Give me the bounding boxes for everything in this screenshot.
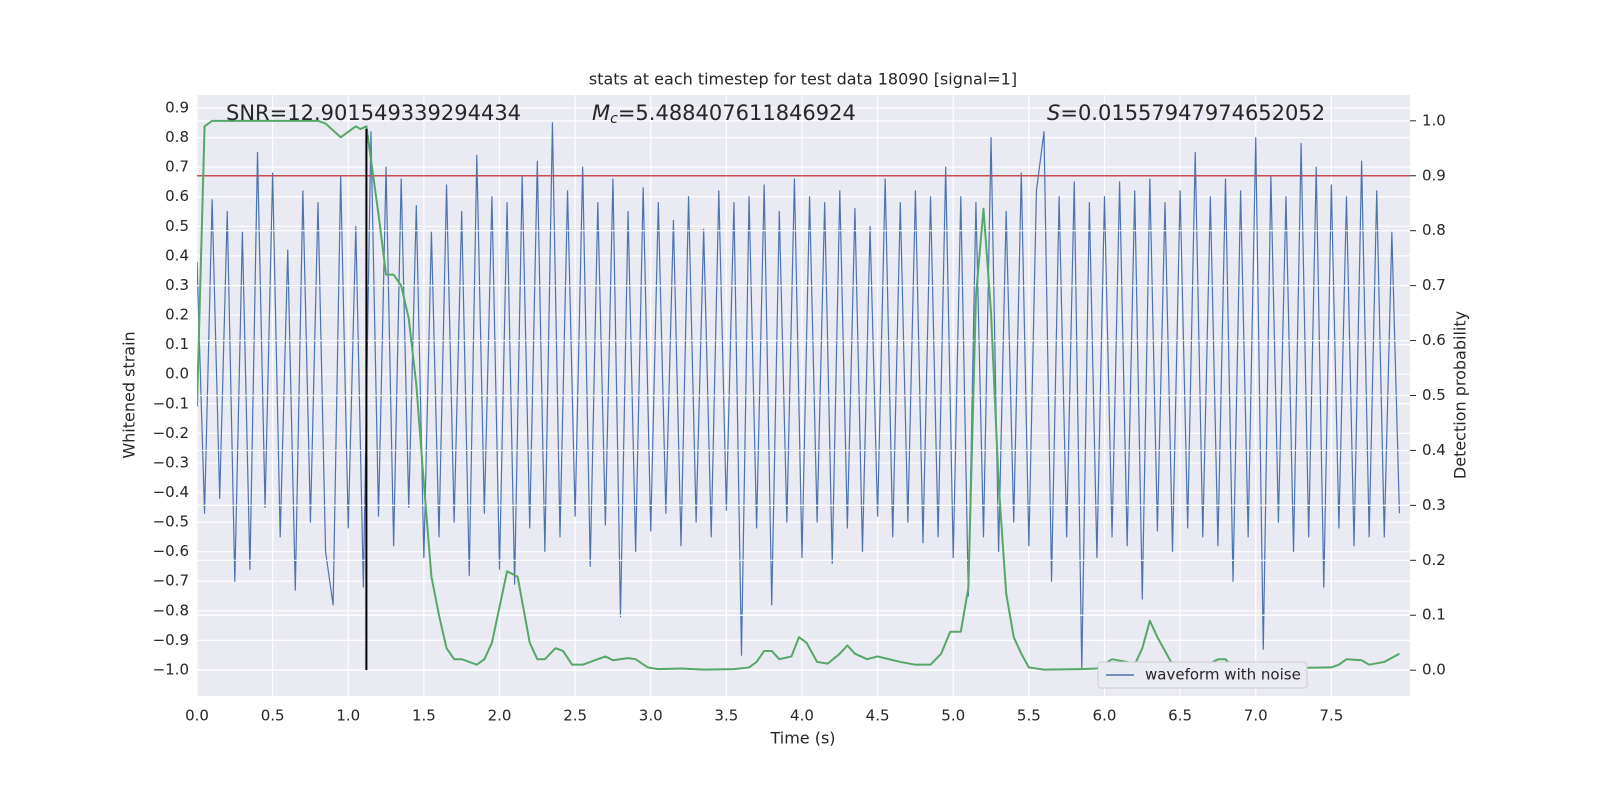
y-tick-label: 0.1 [165,335,189,353]
y-tick-label: 0.4 [165,246,189,264]
y-tick-label: 0.5 [165,217,189,235]
x-tick-label: 6.5 [1168,707,1192,725]
y-tick-label: −1.0 [153,660,189,678]
annotation-symbol: S [1047,101,1060,125]
y2-tick-label: 0.2 [1422,551,1446,569]
y-tick-label: −0.9 [153,631,189,649]
x-tick-label: 0.0 [185,707,209,725]
y-tick-label: 0.8 [165,128,189,146]
x-tick-label: 7.5 [1319,707,1343,725]
y2-tick-label: 0.0 [1422,661,1446,679]
annotation-symbol: SNR [226,101,270,125]
y-tick-label: 0.6 [165,187,189,205]
x-axis-label: Time (s) [769,729,835,748]
y-tick-label: −0.2 [153,424,189,442]
x-tick-label: 1.5 [412,707,436,725]
y-tick-label: −0.8 [153,601,189,619]
y2-tick-label: 0.6 [1422,331,1446,349]
y2-tick-label: 0.5 [1422,386,1446,404]
y-tick-label: 0.3 [165,276,189,294]
legend-box [1097,661,1308,689]
annotation-text: =12.901549339294434 [270,101,521,125]
annotation: Mc=5.488407611846924 [592,101,856,127]
y2-tick-label: 0.3 [1422,496,1446,514]
x-tick-label: 7.0 [1244,707,1268,725]
y-tick-label: −0.4 [153,483,189,501]
x-tick-label: 4.5 [866,707,890,725]
annotation-symbol: M [592,101,610,125]
legend-label: waveform with noise [1145,666,1301,684]
y-tick-label: −0.6 [153,542,189,560]
y2-tick-label: 0.4 [1422,441,1446,459]
annotation-text: =0.01557947974652052 [1060,101,1325,125]
probability-line [197,119,1400,671]
y2-tick-label: 0.8 [1422,221,1446,239]
annotation: SNR=12.901549339294434 [226,101,521,125]
x-tick-label: 5.0 [941,707,965,725]
y-tick-label: 0.0 [165,365,189,383]
y2-tick-label: 0.7 [1422,276,1446,294]
y-tick-label: −0.5 [153,513,189,531]
x-tick-label: 5.5 [1017,707,1041,725]
chart-title: stats at each timestep for test data 180… [589,70,1017,89]
x-tick-label: 1.0 [336,707,360,725]
waveform-line [197,122,1401,671]
y-tick-label: 0.2 [165,306,189,324]
annotation: S=0.01557947974652052 [1047,101,1325,125]
x-tick-label: 2.0 [488,707,512,725]
x-tick-label: 6.0 [1093,707,1117,725]
x-tick-label: 3.0 [639,707,663,725]
y-axis-label: Whitened strain [120,331,139,458]
x-tick-label: 2.5 [563,707,587,725]
y2-axis-label: Detection probability [1451,311,1470,479]
y2-tick-label: 0.9 [1422,166,1446,184]
x-tick-label: 0.5 [261,707,285,725]
annotation-text: =5.488407611846924 [618,101,856,125]
y-tick-label: 0.9 [165,99,189,117]
annotation-subscript: c [610,111,618,127]
y2-tick-label: 1.0 [1422,111,1446,129]
y-tick-label: 0.7 [165,158,189,176]
x-tick-label: 3.5 [714,707,738,725]
y2-tick-label: 0.1 [1422,606,1446,624]
x-tick-label: 4.0 [790,707,814,725]
y-tick-label: −0.1 [153,394,189,412]
y-tick-label: −0.7 [153,572,189,590]
y-tick-label: −0.3 [153,453,189,471]
